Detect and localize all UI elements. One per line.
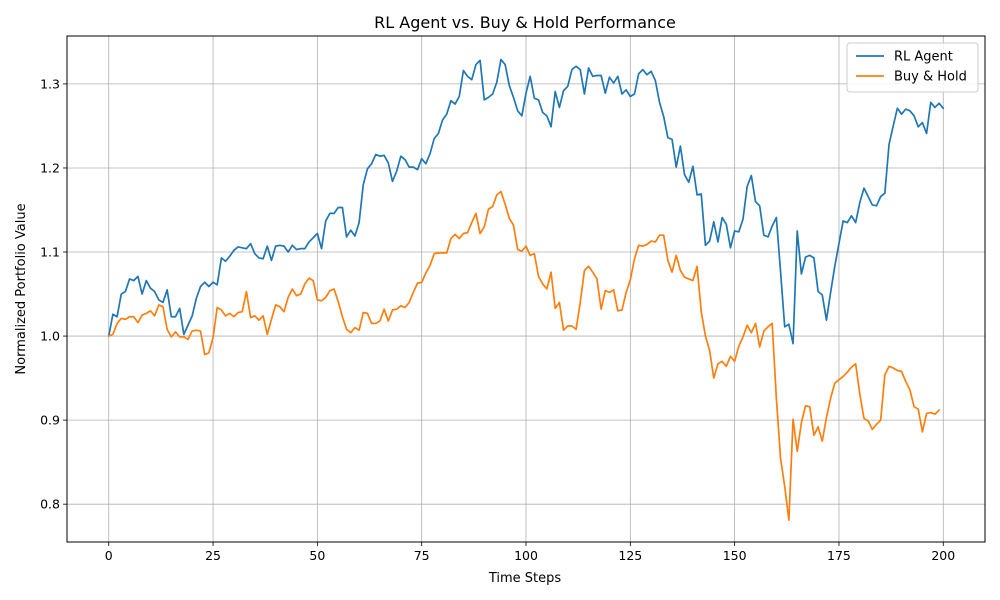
y-tick-label: 1.0	[40, 329, 60, 344]
x-tick-label: 75	[414, 548, 430, 563]
chart-title: RL Agent vs. Buy & Hold Performance	[374, 13, 676, 32]
y-tick-label: 0.8	[40, 497, 60, 512]
series-layer	[107, 58, 945, 522]
x-tick-label: 125	[618, 548, 642, 563]
y-axis-label: Normalized Portfolio Value	[14, 203, 29, 374]
series-line-buy-hold	[107, 190, 940, 522]
legend: RL Agent Buy & Hold	[846, 42, 979, 93]
x-tick-label: 150	[723, 548, 747, 563]
x-tick-label: 0	[105, 548, 113, 563]
x-tick-label: 100	[514, 548, 538, 563]
axis-ticks: 0 25 50 75 100 125 150 175 200 0.8 0.9 1.0 1.1 1.2 1.3	[40, 76, 955, 563]
y-tick-label: 1.3	[40, 76, 60, 91]
x-tick-label: 50	[309, 548, 325, 563]
legend-label-buy-hold: Buy & Hold	[894, 70, 967, 85]
x-axis-label: Time Steps	[488, 571, 562, 586]
y-tick-label: 0.9	[40, 413, 60, 428]
y-tick-label: 1.2	[40, 160, 60, 175]
x-tick-label: 175	[827, 548, 851, 563]
grid-lines	[67, 36, 985, 542]
legend-label-rl-agent: RL Agent	[894, 50, 953, 65]
series-line-rl-agent	[107, 58, 945, 345]
x-tick-label: 200	[931, 548, 955, 563]
y-tick-label: 1.1	[40, 245, 60, 260]
x-tick-label: 25	[205, 548, 221, 563]
